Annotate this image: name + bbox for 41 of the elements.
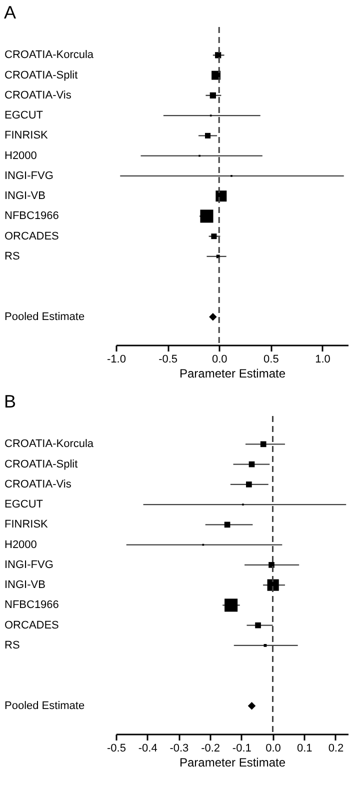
- y-tick-label: CROATIA-Korcula: [4, 49, 94, 62]
- y-tick-label: RS: [4, 639, 20, 652]
- y-tick-label: EGCUT: [4, 498, 44, 511]
- chart-title: B: [4, 391, 16, 412]
- y-tick-label: CROATIA-Split: [4, 458, 78, 470]
- y-tick-label: CROATIA-Split: [4, 69, 78, 82]
- x-tick-label: -0.4: [138, 742, 158, 754]
- y-tick-label: H2000: [4, 538, 37, 551]
- chart-title: A: [4, 2, 16, 22]
- y-tick-label: ORCADES: [4, 619, 59, 632]
- x-tick-label: -0.5: [158, 354, 178, 366]
- x-tick-label: -0.2: [201, 742, 220, 754]
- y-tick-label: EGCUT: [4, 110, 44, 122]
- y-tick-label: H2000: [4, 150, 37, 162]
- x-tick-label: -0.3: [170, 742, 189, 754]
- y-tick-label: RS: [4, 250, 20, 262]
- x-tick-label: 0.2: [328, 742, 344, 754]
- y-tick-label: FINRISK: [4, 518, 49, 531]
- y-tick-label: FINRISK: [4, 130, 49, 142]
- y-tick-label: Pooled Estimate: [4, 700, 85, 712]
- x-tick-label: 0.0: [212, 354, 228, 366]
- y-tick-label: NFBC1966: [4, 599, 59, 612]
- y-tick-label: INGI-FVG: [4, 558, 54, 571]
- x-axis-title: Parameter Estimate: [179, 366, 286, 380]
- x-tick-label: -0.5: [107, 742, 126, 754]
- y-tick-label: INGI-FVG: [4, 170, 54, 182]
- y-tick-label: CROATIA-Vis: [4, 478, 72, 490]
- y-tick-label: CROATIA-Korcula: [4, 438, 94, 450]
- x-tick-label: 0.1: [296, 742, 312, 754]
- x-tick-label: -0.1: [232, 742, 252, 754]
- y-tick-label: Pooled Estimate: [4, 310, 85, 323]
- x-tick-label: 0.0: [266, 742, 281, 754]
- y-tick-label: INGI-VB: [4, 190, 46, 202]
- x-tick-label: 0.5: [264, 354, 279, 366]
- x-tick-label: -1.0: [107, 354, 126, 366]
- y-tick-label: NFBC1966: [4, 210, 59, 222]
- y-tick-label: CROATIA-Vis: [4, 89, 72, 102]
- x-tick-label: 1.0: [315, 354, 330, 366]
- y-tick-label: ORCADES: [4, 230, 59, 242]
- x-axis-title: Parameter Estimate: [179, 756, 286, 770]
- y-tick-label: INGI-VB: [4, 579, 46, 592]
